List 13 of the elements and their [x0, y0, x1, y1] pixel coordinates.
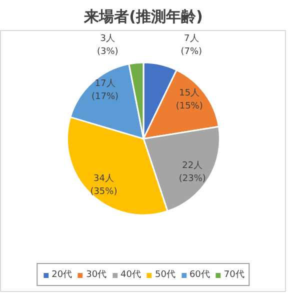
data-label: 17人 (17%) — [92, 78, 119, 102]
legend-label: 60代 — [189, 269, 210, 281]
legend-label: 20代 — [52, 269, 72, 281]
data-label: 22人 (23%) — [178, 160, 206, 184]
legend-label: 40代 — [120, 269, 141, 281]
data-label: 15人 (15%) — [176, 87, 203, 112]
chart-title: 来場者(推測年齢) — [83, 8, 203, 26]
data-label: 34人 (35%) — [90, 172, 118, 197]
legend-label: 50代 — [155, 269, 176, 281]
data-label: 7人 (7%) — [180, 33, 202, 58]
data-label: 3人 (3%) — [97, 33, 118, 58]
legend-label: 70代 — [224, 269, 244, 281]
legend-label: 30代 — [86, 269, 107, 281]
